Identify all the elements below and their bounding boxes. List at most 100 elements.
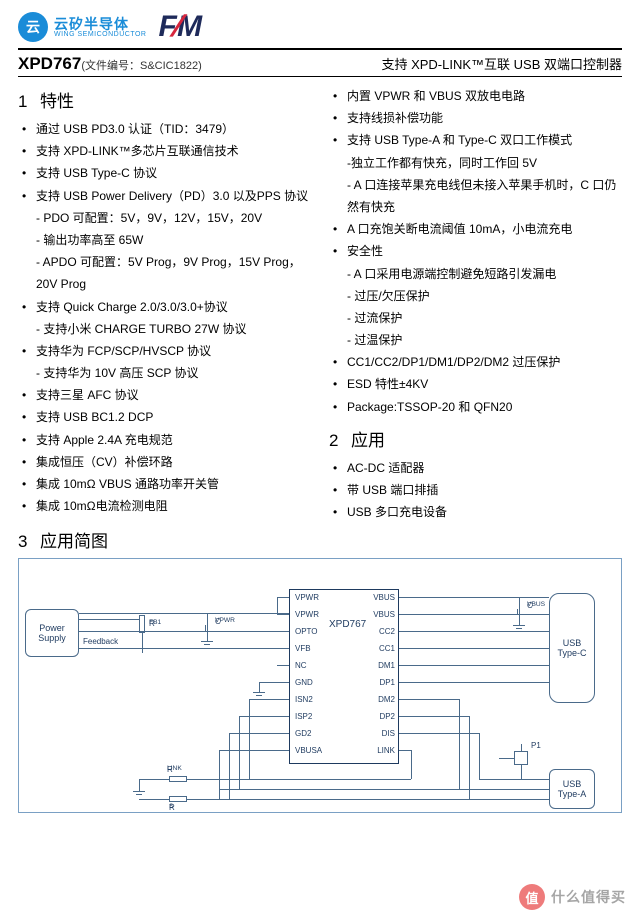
usb-type-c-block: USB Type-C (549, 593, 595, 703)
section-num: 1 (18, 92, 40, 112)
list-item: ESD 特性±4KV (333, 373, 622, 395)
pin-label: ISN2 (295, 695, 313, 704)
left-column: 1特性 通过 USB PD3.0 认证（TID：3479） 支持 XPD-LIN… (18, 85, 311, 523)
label-sub: VPWR (215, 617, 235, 624)
usb-type-a-block: USB Type-A (549, 769, 595, 809)
label-sub: S (169, 803, 173, 810)
pin-label: ISP2 (295, 712, 312, 721)
wing-logo: 云 云矽半导体 WING SEMICONDUCTOR (18, 12, 146, 42)
section-title: 应用 (351, 431, 385, 450)
sub-item: PDO 可配置：5V，9V，12V，15V，20V (18, 207, 311, 229)
pin-label: NC (295, 661, 307, 670)
pin-label: VBUSA (295, 746, 322, 755)
pin-label: VPWR (295, 610, 319, 619)
pin-label: CC1 (369, 644, 395, 653)
content-columns: 1特性 通过 USB PD3.0 认证（TID：3479） 支持 XPD-LIN… (18, 85, 622, 523)
divider (18, 76, 622, 77)
pin-label: VBUS (369, 610, 395, 619)
sub-item: 过压/欠压保护 (329, 285, 622, 307)
resistor-rs (169, 796, 187, 802)
pin-label: DP2 (369, 712, 395, 721)
list-item: 通过 USB PD3.0 认证（TID：3479） (22, 118, 311, 140)
p1-label: P1 (531, 741, 541, 750)
power-supply-block: Power Supply (25, 609, 79, 657)
part-number: XPD767 (18, 54, 81, 73)
diagram-container: Power Supply Feedback RFB1 CVPWR XPD767 … (18, 558, 622, 813)
wing-name-cn: 云矽半导体 (54, 17, 146, 31)
section-1-heading: 1特性 (18, 87, 311, 112)
label-sub: VBUS (527, 601, 545, 608)
pin-label: CC2 (369, 627, 395, 636)
label-sub: FB1 (149, 619, 161, 626)
watermark-text: 什么值得买 (551, 887, 626, 907)
pin-label: DM2 (369, 695, 395, 704)
list-item: 支持 Quick Charge 2.0/3.0/3.0+协议 (22, 296, 311, 318)
watermark-icon: 值 (519, 884, 545, 910)
pin-label: VPWR (295, 593, 319, 602)
section-3-heading: 3应用简图 (18, 527, 622, 552)
list-item: 集成 10mΩ VBUS 通路功率开关管 (22, 473, 311, 495)
list-item: 集成恒压（CV）补偿环路 (22, 451, 311, 473)
list-item: 安全性 (333, 240, 622, 262)
section-title: 特性 (40, 92, 74, 111)
list-item: 支持华为 FCP/SCP/HVSCP 协议 (22, 340, 311, 362)
watermark: 值 什么值得买 (519, 884, 626, 910)
pin-label: DM1 (369, 661, 395, 670)
right-column: 内置 VPWR 和 VBUS 双放电电路 支持线损补偿功能 支持 USB Typ… (329, 85, 622, 523)
pin-label: GND (295, 678, 313, 687)
wing-icon: 云 (18, 12, 48, 42)
title-desc: 支持 XPD-LINK™互联 USB 双端口控制器 (381, 54, 622, 73)
pin-label: VFB (295, 644, 311, 653)
pin-label: DIS (369, 729, 395, 738)
sub-item: 过温保护 (329, 329, 622, 351)
chip-label: XPD767 (329, 619, 366, 630)
sub-item: APDO 可配置：5V Prog，9V Prog，15V Prog，20V Pr… (18, 251, 311, 295)
feedback-label: Feedback (83, 637, 118, 646)
header: 云 云矽半导体 WING SEMICONDUCTOR F/M (18, 10, 622, 44)
list-item: 支持 XPD-LINK™多芯片互联通信技术 (22, 140, 311, 162)
doc-id: (文件编号：S&CIC1822) (81, 60, 201, 72)
sub-item: A 口连接苹果充电线但未接入苹果手机时，C 口仍然有快充 (329, 174, 622, 218)
pin-label: GD2 (295, 729, 311, 738)
sub-item: 支持华为 10V 高压 SCP 协议 (18, 362, 311, 384)
list-item: 支持三星 AFC 协议 (22, 384, 311, 406)
section-title: 应用简图 (40, 532, 108, 551)
list-item: 支持 USB BC1.2 DCP (22, 406, 311, 428)
sub-item: 输出功率高至 65W (18, 229, 311, 251)
list-item: Package:TSSOP-20 和 QFN20 (333, 396, 622, 418)
sub-item: 支持小米 CHARGE TURBO 27W 协议 (18, 318, 311, 340)
pin-label: LINK (369, 746, 395, 755)
fm-logo: F/M (158, 10, 200, 44)
list-item: 支持 Apple 2.4A 充电规范 (22, 429, 311, 451)
list-item: 带 USB 端口排插 (333, 479, 622, 501)
list-item: 支持线损补偿功能 (333, 107, 622, 129)
pin-label: VBUS (369, 593, 395, 602)
label-sub: LINK (167, 765, 182, 772)
list-item: 支持 USB Power Delivery（PD）3.0 以及PPS 协议 (22, 185, 311, 207)
list-item: A 口充饱关断电流阈值 10mA，小电流充电 (333, 218, 622, 240)
sub-item: A 口采用电源端控制避免短路引发漏电 (329, 263, 622, 285)
pin-label: OPTO (295, 627, 318, 636)
list-item: 支持 USB Type-C 协议 (22, 162, 311, 184)
list-item: 集成 10mΩ电流检测电阻 (22, 495, 311, 517)
features-list-left: 通过 USB PD3.0 认证（TID：3479） 支持 XPD-LINK™多芯… (18, 118, 311, 207)
list-item: CC1/CC2/DP1/DM1/DP2/DM2 过压保护 (333, 351, 622, 373)
list-item: 内置 VPWR 和 VBUS 双放电电路 (333, 85, 622, 107)
list-item: 支持 USB Type-A 和 Type-C 双口工作模式 (333, 129, 622, 151)
application-diagram: Power Supply Feedback RFB1 CVPWR XPD767 … (18, 558, 622, 813)
sub-item: -独立工作都有快充，同时工作回 5V (329, 152, 622, 174)
features-list-right: 内置 VPWR 和 VBUS 双放电电路 支持线损补偿功能 支持 USB Typ… (329, 85, 622, 152)
pin-label: DP1 (369, 678, 395, 687)
title-bar: XPD767(文件编号：S&CIC1822) 支持 XPD-LINK™互联 US… (18, 54, 622, 74)
apps-list: AC-DC 适配器 带 USB 端口排插 USB 多口充电设备 (329, 457, 622, 524)
section-num: 2 (329, 431, 351, 451)
wing-name-en: WING SEMICONDUCTOR (54, 31, 146, 38)
divider (18, 48, 622, 50)
gnd-icon (513, 625, 525, 633)
list-item: AC-DC 适配器 (333, 457, 622, 479)
gnd-icon (133, 791, 145, 799)
section-num: 3 (18, 532, 40, 552)
resistor-rlink (169, 776, 187, 782)
sub-item: 过流保护 (329, 307, 622, 329)
list-item: USB 多口充电设备 (333, 501, 622, 523)
